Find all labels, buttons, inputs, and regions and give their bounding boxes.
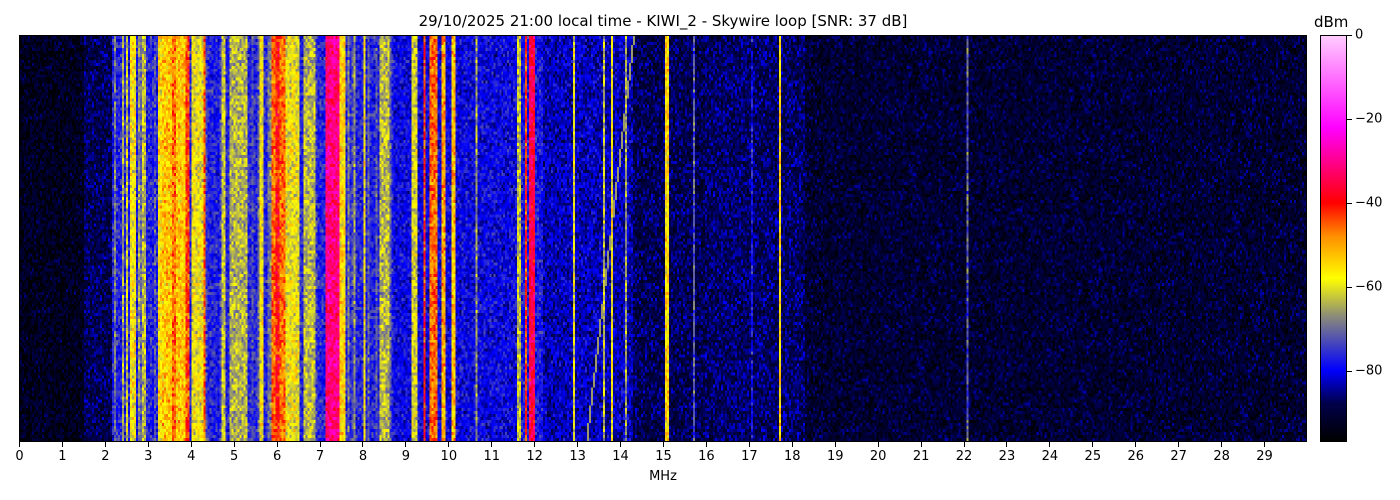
x-tick [1006,442,1008,447]
x-tick [963,442,965,447]
x-tick [276,442,278,447]
x-tick-label: 24 [1041,449,1059,464]
x-tick [1178,442,1180,447]
x-tick-label: 23 [998,449,1016,464]
colorbar-tick [1347,35,1352,36]
x-tick [190,442,192,447]
x-tick [1092,442,1094,447]
x-tick [362,442,364,447]
x-tick [577,442,579,447]
x-tick [448,442,450,447]
x-tick [147,442,149,447]
x-tick [405,442,407,447]
x-tick [791,442,793,447]
x-tick-label: 19 [826,449,844,464]
x-tick [1221,442,1223,447]
x-tick-label: 17 [741,449,758,464]
x-tick-label: 18 [784,449,801,464]
chart-title: 29/10/2025 21:00 local time - KIWI_2 - S… [418,12,908,30]
x-tick [233,442,235,447]
x-tick [920,442,922,447]
x-tick-label: 22 [955,449,973,464]
colorbar-tick [1347,118,1352,120]
x-tick [834,442,836,447]
x-tick-label: 25 [1084,449,1102,464]
colorbar-tick [1347,286,1352,288]
colorbar-tick-label: −80 [1355,363,1383,379]
x-tick-label: 20 [869,449,887,464]
x-tick-label: 1 [58,449,67,464]
x-axis-label: MHz [649,469,677,484]
colorbar-tick-label: 0 [1355,27,1364,43]
x-tick-label: 13 [569,449,586,464]
x-tick [319,442,321,447]
x-tick-label: 6 [272,449,282,464]
x-tick-label: 7 [315,449,325,464]
x-tick [1049,442,1051,447]
x-tick-label: 4 [187,449,196,464]
x-tick [748,442,750,447]
x-tick-label: 21 [912,449,930,464]
x-tick-label: 29 [1256,449,1273,464]
x-tick-label: 11 [483,449,501,464]
colorbar-tick [1347,370,1352,372]
x-tick-label: 2 [101,449,110,464]
x-tick [620,442,622,447]
x-tick-label: 28 [1213,449,1230,464]
colorbar-label: dBm [1314,13,1349,31]
x-tick-label: 16 [698,449,715,464]
spectrogram-plot-area [19,35,1307,442]
x-tick [19,442,20,447]
x-tick-label: 14 [612,449,629,464]
colorbar-tick-label: −40 [1355,195,1383,211]
colorbar-tick-label: −20 [1355,111,1383,127]
x-tick [1264,442,1266,447]
x-tick-label: 12 [526,449,543,464]
x-tick-label: 8 [358,449,368,464]
x-tick-label: 9 [401,449,411,464]
x-tick [705,442,707,447]
x-tick [663,442,664,447]
x-tick-label: 27 [1170,449,1187,464]
x-tick-label: 15 [655,449,672,464]
x-tick [1135,442,1137,447]
colorbar-tick-label: −60 [1355,279,1383,295]
x-tick [104,442,106,447]
x-tick [534,442,536,447]
x-tick [61,442,63,447]
x-tick-label: 0 [15,449,24,464]
x-tick-label: 3 [144,449,153,464]
colorbar-tick [1347,202,1352,204]
x-tick-label: 5 [230,449,239,464]
x-tick-label: 26 [1127,449,1145,464]
x-tick [877,442,879,447]
spectrogram-heatmap [20,36,1306,441]
x-tick [491,442,493,447]
x-tick-label: 10 [440,449,458,464]
colorbar [1320,35,1347,442]
